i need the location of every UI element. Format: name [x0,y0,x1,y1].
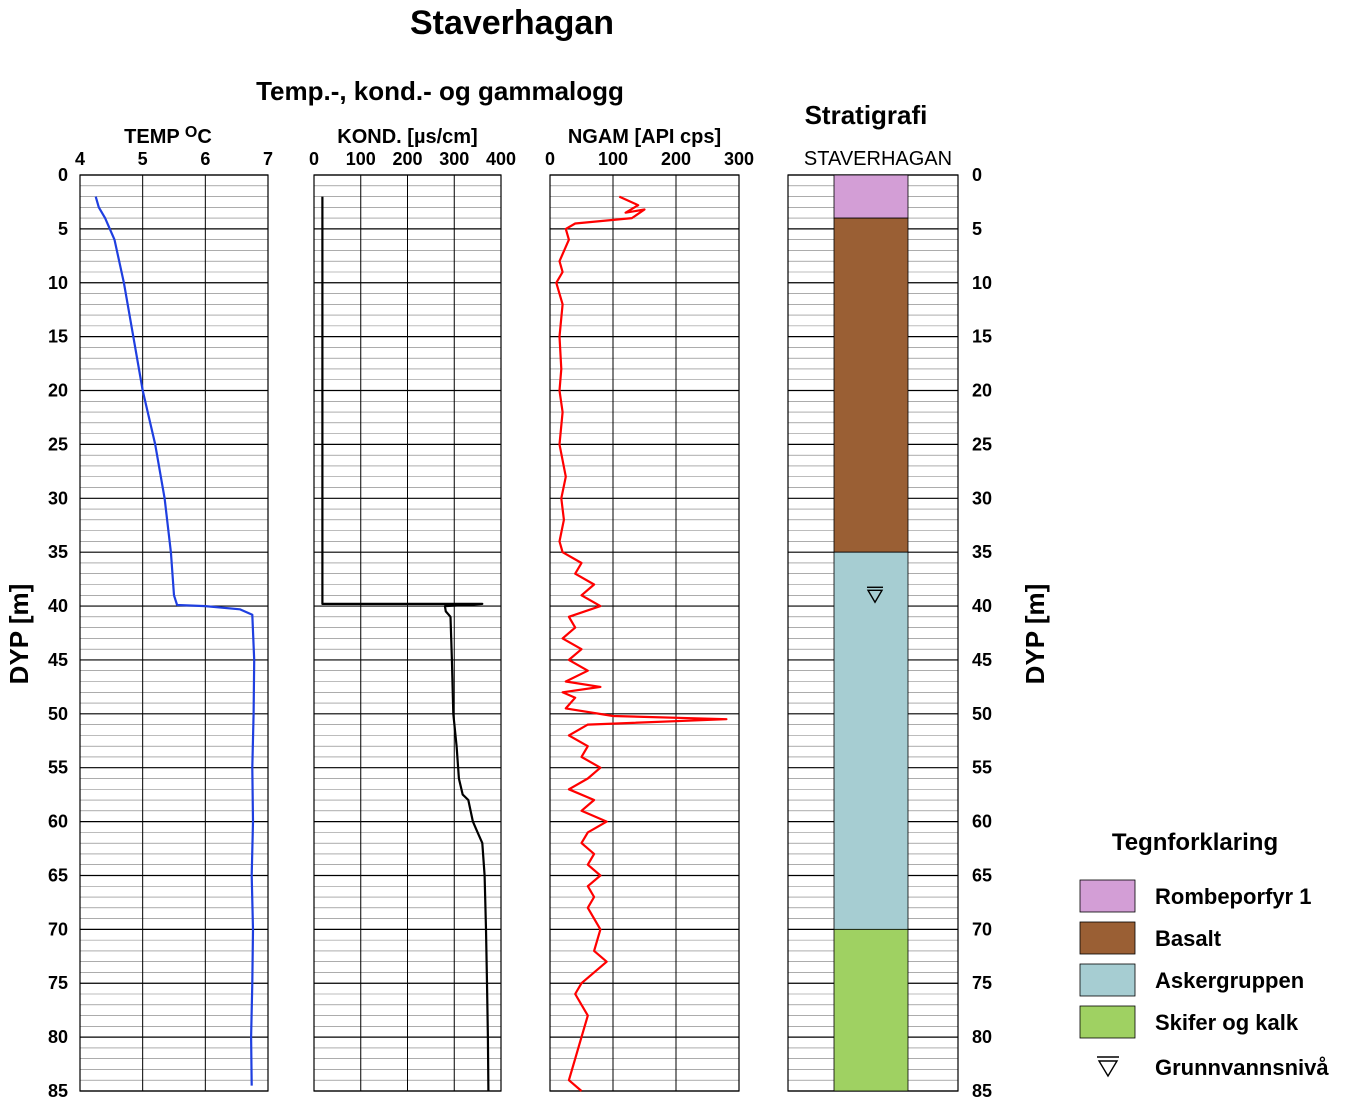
kond-x-tick-label: 0 [309,149,319,169]
depth-tick-label: 75 [48,973,68,993]
depth-tick-label-right: 75 [972,973,992,993]
legend-label: Grunnvannsnivå [1155,1055,1329,1080]
kond-x-tick-label: 400 [486,149,516,169]
depth-tick-label: 35 [48,542,68,562]
depth-tick-label: 55 [48,758,68,778]
depth-tick-label-right: 50 [972,704,992,724]
ngam-header: NGAM [API cps] [568,126,721,148]
depth-tick-label: 10 [48,273,68,293]
depth-tick-label-right: 85 [972,1081,992,1101]
legend-label: Rombeporfyr 1 [1155,884,1311,909]
legend: Tegnforklaring Rombeporfyr 1 Basalt Askerg… [1079,829,1329,1080]
strat-panel: STAVERHAGAN 0 5 10 15 20 25 30 35 40 45 50 55 60 65 70 7… [787,148,992,1101]
temp-header: TEMP OC [124,124,212,148]
ngam-x-tick-label: 100 [598,149,628,169]
legend-swatch [1079,879,1136,913]
kond-header: KOND. [µs/cm] [337,126,477,148]
depth-tick-label-right: 45 [972,650,992,670]
depth-tick-label-right: 60 [972,812,992,832]
depth-tick-label: 70 [48,919,68,939]
legend-label: Skifer og kalk [1155,1010,1299,1035]
strat-layer-askergruppen [833,551,909,930]
groundwater-marker-icon [866,589,884,604]
kond-x-tick-label: 100 [346,149,376,169]
stratigraphy-title: Stratigrafi [805,100,928,130]
kond-series-line [321,196,490,1092]
temp-x-tick-label: 7 [263,149,273,169]
depth-tick-label: 65 [48,865,68,885]
depth-tick-label-right: 35 [972,542,992,562]
strat-header: STAVERHAGAN [804,148,952,170]
kond-x-tick-label: 200 [392,149,422,169]
depth-tick-label-right: 65 [972,865,992,885]
legend-title: Tegnforklaring [1112,829,1278,856]
legend-groundwater-icon [1097,1060,1119,1078]
page-title: Staverhagan [410,4,614,42]
depth-tick-label-right: 30 [972,488,992,508]
depth-tick-label: 20 [48,381,68,401]
kond-x-tick-label: 300 [439,149,469,169]
depth-tick-label-right: 55 [972,758,992,778]
depth-tick-label: 85 [48,1081,68,1101]
depth-axis-label-right: DYP [m] [1020,584,1050,685]
depth-tick-label-right: 15 [972,327,992,347]
temp-x-tick-label: 6 [200,149,210,169]
legend-swatch [1079,921,1136,955]
ngam-x-tick-label: 200 [661,149,691,169]
depth-tick-label: 25 [48,434,68,454]
depth-tick-label: 50 [48,704,68,724]
depth-tick-label: 45 [48,650,68,670]
depth-tick-label-right: 80 [972,1027,992,1047]
page-subtitle: Temp.-, kond.- og gammalogg [256,76,624,106]
strat-layer-rombeporfyr-1 [833,174,909,219]
legend-label: Basalt [1155,926,1222,951]
depth-tick-label: 0 [58,165,68,185]
depth-tick-label: 30 [48,488,68,508]
depth-tick-label: 80 [48,1027,68,1047]
depth-tick-label-right: 5 [972,219,982,239]
kond-frame [313,174,502,1092]
ngam-series-line [555,195,728,1092]
legend-label: Askergruppen [1155,968,1304,993]
depth-tick-label-right: 10 [972,273,992,293]
depth-tick-label-right: 0 [972,165,982,185]
depth-tick-label-right: 20 [972,381,992,401]
ngam-x-tick-label: 0 [545,149,555,169]
temp-series-line [94,196,256,1086]
depth-tick-label-right: 70 [972,919,992,939]
ngam-x-tick-label: 300 [724,149,754,169]
depth-tick-label: 40 [48,596,68,616]
depth-tick-label: 60 [48,812,68,832]
depth-axis-label-left: DYP [m] [4,584,34,685]
depth-tick-label: 5 [58,219,68,239]
depth-tick-label-right: 25 [972,434,992,454]
strat-layer-basalt [833,217,909,553]
depth-tick-label-right: 40 [972,596,992,616]
legend-swatch [1079,963,1136,997]
temp-x-tick-label: 4 [75,149,85,169]
temp-x-tick-label: 5 [138,149,148,169]
ngam-frame [549,174,740,1092]
kond-panel: 0 100 200 300 400 KOND. [µs/cm] [309,126,516,1092]
temp-frame [79,174,269,1092]
strat-layer-skifer-og-kalk [833,928,909,1092]
depth-tick-label: 15 [48,327,68,347]
legend-swatch [1079,1005,1136,1039]
